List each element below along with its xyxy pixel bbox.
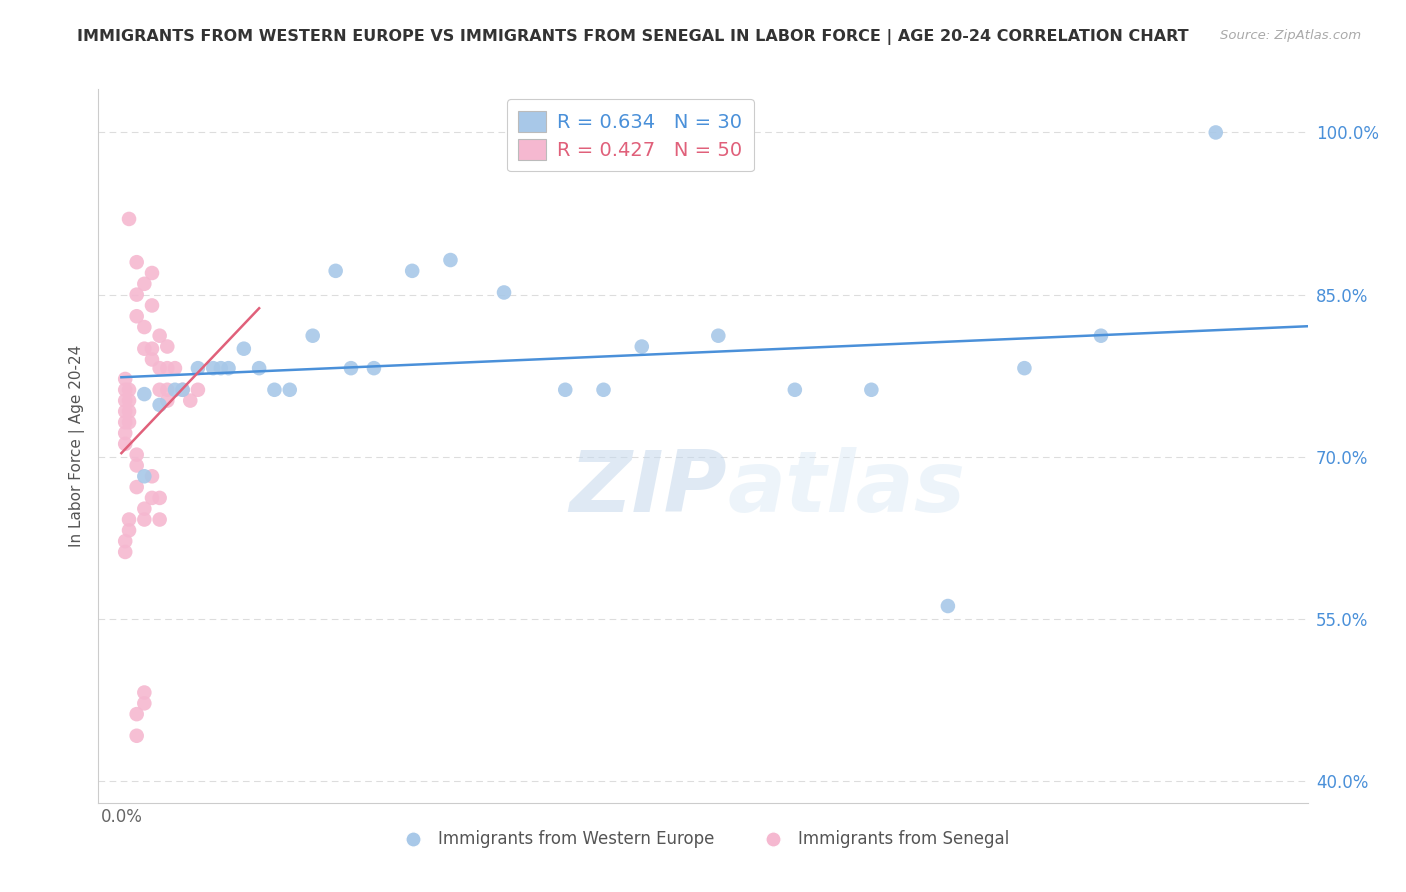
Text: atlas: atlas <box>727 447 966 531</box>
Point <box>554 383 576 397</box>
Point <box>187 383 209 397</box>
Point <box>401 264 423 278</box>
Point <box>278 383 301 397</box>
Point <box>232 342 254 356</box>
Point <box>860 383 883 397</box>
Point <box>141 342 163 356</box>
Point <box>492 285 515 300</box>
Text: IMMIGRANTS FROM WESTERN EUROPE VS IMMIGRANTS FROM SENEGAL IN LABOR FORCE | AGE 2: IMMIGRANTS FROM WESTERN EUROPE VS IMMIGR… <box>77 29 1189 45</box>
Point <box>1090 328 1112 343</box>
Point <box>134 685 156 699</box>
Point <box>141 469 163 483</box>
Point <box>187 361 209 376</box>
Point <box>114 383 136 397</box>
Point <box>1205 125 1227 139</box>
Point <box>149 512 172 526</box>
Point <box>118 393 141 408</box>
Point <box>247 361 270 376</box>
Point <box>439 253 461 268</box>
Point <box>114 393 136 408</box>
Point <box>125 729 148 743</box>
Point <box>118 404 141 418</box>
Point <box>114 372 136 386</box>
Point <box>118 383 141 397</box>
Point <box>156 393 179 408</box>
Point <box>156 339 179 353</box>
Point <box>134 512 156 526</box>
Point <box>149 361 172 376</box>
Point <box>134 501 156 516</box>
Point <box>263 383 285 397</box>
Point <box>783 383 806 397</box>
Point <box>340 361 363 376</box>
Text: ZIP: ZIP <box>569 447 727 531</box>
Point <box>156 383 179 397</box>
Point <box>592 383 614 397</box>
Point <box>156 361 179 376</box>
Point <box>114 437 136 451</box>
Y-axis label: In Labor Force | Age 20-24: In Labor Force | Age 20-24 <box>69 345 84 547</box>
Point <box>134 469 156 483</box>
Point <box>209 361 232 376</box>
Point <box>141 491 163 505</box>
Point <box>114 404 136 418</box>
Point <box>134 696 156 710</box>
Point <box>172 383 194 397</box>
Point <box>118 211 141 226</box>
Point <box>125 707 148 722</box>
Point <box>134 342 156 356</box>
Point <box>118 512 141 526</box>
Point <box>325 264 347 278</box>
Point <box>125 480 148 494</box>
Point <box>114 415 136 429</box>
Point <box>125 458 148 473</box>
Point <box>114 545 136 559</box>
Point <box>149 328 172 343</box>
Point <box>936 599 959 613</box>
Point <box>125 448 148 462</box>
Point <box>1014 361 1036 376</box>
Point <box>141 266 163 280</box>
Point <box>141 298 163 312</box>
Point <box>630 339 652 353</box>
Point <box>114 425 136 440</box>
Point <box>141 352 163 367</box>
Point <box>163 383 186 397</box>
Legend: Immigrants from Western Europe, Immigrants from Senegal: Immigrants from Western Europe, Immigran… <box>389 824 1017 855</box>
Point <box>125 287 148 301</box>
Point <box>125 310 148 324</box>
Point <box>114 534 136 549</box>
Point <box>149 383 172 397</box>
Point <box>118 415 141 429</box>
Point <box>172 383 194 397</box>
Point <box>134 320 156 334</box>
Point <box>125 255 148 269</box>
Point <box>707 328 730 343</box>
Point <box>301 328 323 343</box>
Point <box>179 393 201 408</box>
Point <box>118 524 141 538</box>
Point <box>202 361 225 376</box>
Point <box>149 491 172 505</box>
Text: Source: ZipAtlas.com: Source: ZipAtlas.com <box>1220 29 1361 42</box>
Point <box>218 361 240 376</box>
Point <box>134 277 156 291</box>
Point <box>149 398 172 412</box>
Point <box>163 361 186 376</box>
Point <box>134 387 156 401</box>
Point <box>363 361 385 376</box>
